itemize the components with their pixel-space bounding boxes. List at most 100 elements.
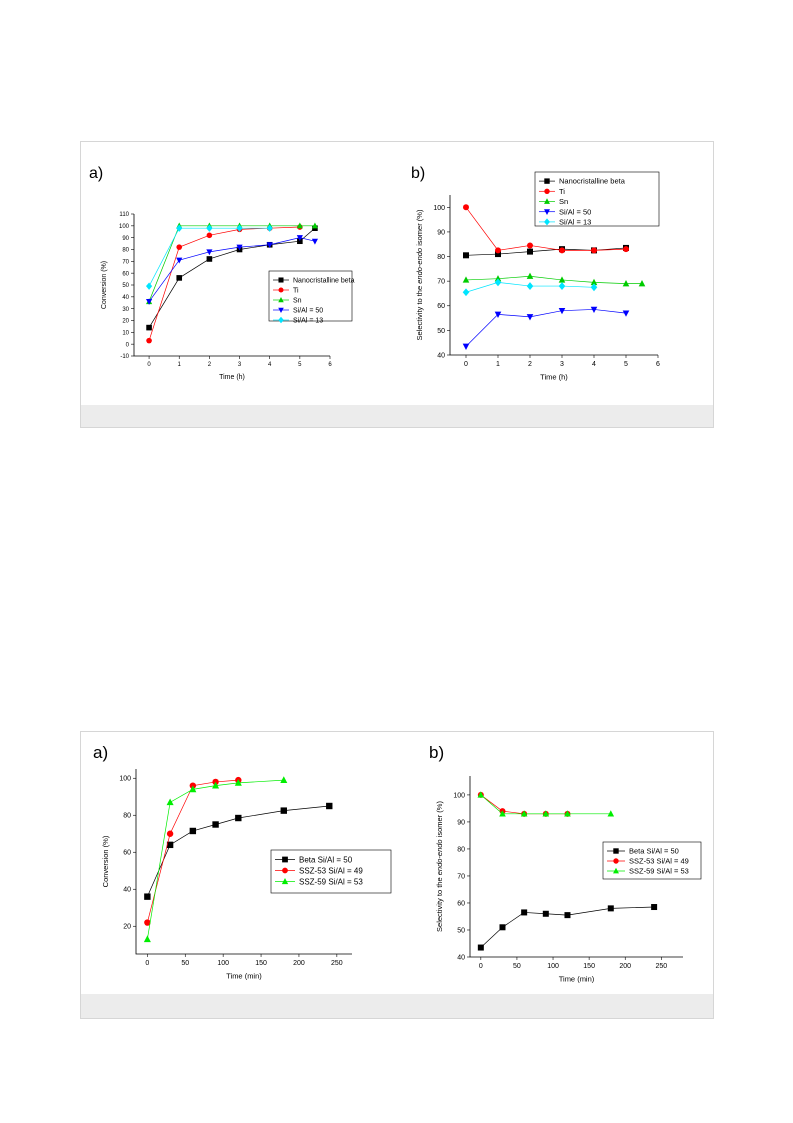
series-line xyxy=(465,309,627,347)
legend-label: SSZ-53 Si/Al = 49 xyxy=(299,866,363,875)
data-point xyxy=(521,909,528,916)
y-tick-label: 90 xyxy=(437,229,445,236)
data-point xyxy=(212,781,220,789)
y-tick-label: 60 xyxy=(437,303,445,310)
y-tick-label: 100 xyxy=(119,224,130,230)
x-tick-label: 50 xyxy=(181,960,189,967)
data-point xyxy=(206,249,213,256)
data-point xyxy=(462,343,470,350)
x-tick-label: 5 xyxy=(298,362,302,368)
y-tick-label: 80 xyxy=(457,846,465,853)
series-line xyxy=(465,207,627,251)
y-tick-label: 30 xyxy=(122,307,129,313)
legend-label: Sn xyxy=(559,197,568,206)
series-0 xyxy=(477,904,658,951)
legend-label: SSZ-59 Si/Al = 53 xyxy=(299,877,363,886)
x-tick-label: 3 xyxy=(560,361,564,368)
x-tick-label: 2 xyxy=(528,361,532,368)
y-tick-label: 60 xyxy=(457,900,465,907)
data-point xyxy=(463,204,469,211)
series-1 xyxy=(146,224,303,344)
x-tick-label: 250 xyxy=(331,960,343,967)
data-point xyxy=(527,242,533,249)
series-0 xyxy=(463,244,629,259)
y-tick-label: 110 xyxy=(119,212,129,218)
y-tick-label: 50 xyxy=(122,283,129,289)
data-point xyxy=(499,924,506,931)
panel-letter: b) xyxy=(411,165,425,182)
data-point xyxy=(144,893,151,900)
x-tick-label: 100 xyxy=(547,963,559,970)
figure-bottom: a) 0 50 100 150 200 250 20 40 60 80 100 Time (min) Co… xyxy=(80,731,714,1019)
data-point xyxy=(564,912,571,919)
y-axis-title: Selectivity to the endo-endo isomer (%) xyxy=(415,209,424,340)
y-tick-label: 50 xyxy=(457,927,465,934)
x-tick-label: 1 xyxy=(178,362,182,368)
y-tick-label: 50 xyxy=(437,328,445,335)
legend-marker xyxy=(613,858,619,864)
data-point xyxy=(266,224,273,232)
x-tick-label: 250 xyxy=(655,963,667,970)
y-tick-label: 40 xyxy=(457,954,465,961)
data-point xyxy=(495,251,501,258)
data-point xyxy=(296,222,303,229)
y-tick-label: 40 xyxy=(123,887,131,894)
legend-label: Si/Al = 50 xyxy=(559,207,591,216)
data-point xyxy=(477,944,484,951)
x-tick-label: 5 xyxy=(624,361,628,368)
data-point xyxy=(623,246,629,253)
panel-letter: a) xyxy=(89,165,103,182)
legend-label: Nanocristalline beta xyxy=(293,277,355,284)
data-point xyxy=(477,791,485,798)
legend-label: Beta Si/Al = 50 xyxy=(629,847,679,856)
legend-marker xyxy=(544,209,550,215)
legend-label: Si/Al = 13 xyxy=(293,317,323,324)
legend-marker xyxy=(282,856,288,863)
data-point xyxy=(236,224,243,232)
panel-letter: b) xyxy=(429,743,444,762)
y-tick-label: 0 xyxy=(126,342,130,348)
data-point xyxy=(590,306,598,314)
data-point xyxy=(526,282,534,290)
y-tick-label: 100 xyxy=(433,205,445,212)
legend-box xyxy=(602,841,702,880)
legend-label: Beta Si/Al = 50 xyxy=(299,855,353,864)
legend-box xyxy=(270,849,392,894)
y-tick-label: 90 xyxy=(457,819,465,826)
x-tick-label: 4 xyxy=(268,362,272,368)
y-tick-label: 40 xyxy=(122,295,129,301)
figure-footer-bar xyxy=(81,994,713,1018)
x-axis-title: Time (h) xyxy=(219,374,245,381)
legend-label: Ti xyxy=(293,287,299,294)
data-point xyxy=(146,337,152,344)
y-axis-title-part: isomer (%) xyxy=(435,801,444,840)
y-tick-label: 100 xyxy=(119,776,131,783)
legend-marker xyxy=(544,218,550,226)
x-tick-label: 50 xyxy=(513,963,521,970)
data-point xyxy=(462,288,470,297)
x-axis-title: Time (min) xyxy=(226,972,262,981)
legend-marker xyxy=(613,848,619,854)
figure-top: a) 0 1 2 3 4 5 6 -10 0 10 20 30 40 50 60 70 80 90 100 110 Tim… xyxy=(80,141,714,428)
data-point xyxy=(526,314,534,321)
y-axis-title: Conversion (%) xyxy=(101,261,108,309)
legend-marker xyxy=(613,867,619,874)
y-tick-label: 70 xyxy=(437,279,445,286)
legend-marker xyxy=(278,307,284,314)
x-tick-label: 200 xyxy=(619,963,631,970)
data-point xyxy=(638,280,646,287)
data-point xyxy=(494,278,502,287)
data-point xyxy=(564,810,571,817)
y-axis-title-part: isomer (%) xyxy=(415,209,424,248)
legend-marker xyxy=(278,296,284,303)
data-point xyxy=(499,810,506,817)
data-point xyxy=(145,282,153,290)
x-tick-label: 1 xyxy=(496,361,500,368)
data-point xyxy=(144,919,151,926)
y-tick-label: 10 xyxy=(122,330,129,336)
data-point xyxy=(236,244,243,251)
